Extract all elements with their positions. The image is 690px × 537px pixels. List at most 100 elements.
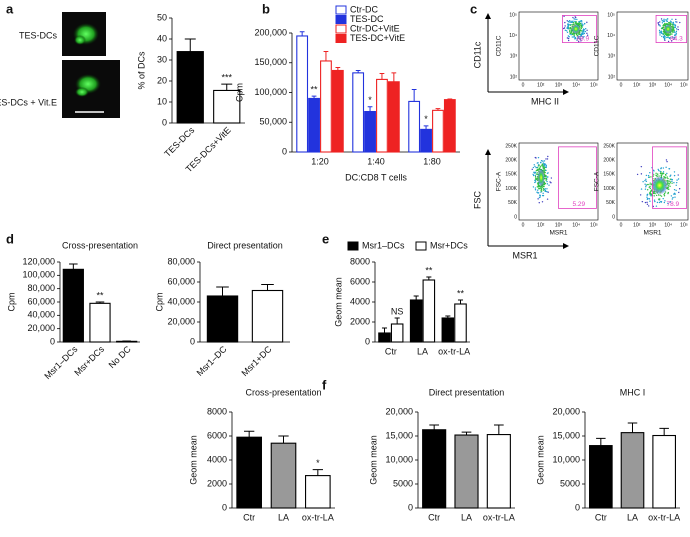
y-tick-label: 4000: [350, 296, 370, 306]
event-dot: [664, 36, 666, 38]
event-dot: [672, 24, 674, 26]
event-dot: [579, 20, 582, 22]
y-tick-label: 5000: [560, 478, 580, 488]
event-dot: [534, 177, 537, 179]
bar: [376, 78, 388, 153]
flow-ytick: 100K: [505, 186, 517, 192]
y-tick-label: 120,000: [22, 256, 55, 266]
event-dot: [657, 198, 660, 200]
event-dot: [537, 198, 539, 200]
bar: [352, 72, 365, 153]
event-dot: [657, 22, 659, 24]
event-dot: [662, 171, 665, 173]
error-bar: [457, 299, 464, 304]
event-dot: [676, 179, 678, 181]
error-bar: [429, 424, 440, 430]
chart-title: Direct presentation: [207, 240, 283, 250]
event-dot: [541, 186, 543, 189]
event-dot: [659, 31, 661, 33]
event-dot: [577, 36, 580, 38]
event-dot: [543, 183, 546, 186]
event-dot: [544, 171, 546, 174]
bar: [270, 442, 297, 509]
bar: [486, 434, 511, 509]
event-dot: [660, 200, 662, 203]
event-dot: [576, 39, 578, 41]
y-tick-label: 40,000: [27, 310, 55, 320]
event-dot: [663, 193, 665, 196]
event-dot: [546, 198, 549, 200]
x-tick-label: LA: [417, 346, 428, 356]
event-dot: [673, 171, 676, 173]
event-dot: [534, 179, 536, 182]
event-dot: [649, 171, 651, 174]
x-tick-label: Ctr: [428, 512, 440, 522]
event-dot: [668, 184, 670, 186]
event-dot: [664, 33, 666, 35]
y-tick-label: 40: [157, 33, 167, 43]
event-dot: [666, 36, 668, 39]
event-dot: [646, 197, 649, 200]
event-dot: [675, 189, 677, 192]
event-dot: [655, 174, 657, 177]
event-dot: [663, 175, 665, 178]
error-bar: [244, 430, 255, 438]
event-dot: [649, 182, 651, 184]
density-core: [571, 24, 581, 34]
legend-label: Ctr-DC+VitE: [350, 23, 400, 33]
y-tick-label: 50: [157, 12, 167, 22]
event-dot: [658, 201, 661, 204]
chart-title: Cross-presentation: [62, 240, 138, 250]
event-dot: [649, 187, 652, 190]
error-bar: [355, 69, 361, 73]
x-tick-label: 1:80: [423, 156, 441, 166]
event-dot: [649, 191, 652, 193]
legend-label: Msr1–DCs: [362, 240, 405, 250]
y-axis-label: Cpm: [6, 292, 16, 311]
flow-ytick: 0: [514, 214, 517, 220]
event-dot: [673, 188, 676, 191]
event-dot: [580, 27, 583, 30]
significance: **: [311, 84, 319, 94]
event-dot: [672, 196, 674, 199]
y-tick-label: 0: [162, 117, 167, 127]
error-bar: [323, 50, 329, 61]
event-dot: [646, 183, 648, 186]
y-tick-label: 2000: [207, 478, 227, 488]
event-dot: [583, 29, 586, 31]
flow-ytick: 200K: [505, 158, 517, 164]
x-tick-label: Ctr: [385, 346, 397, 356]
event-dot: [541, 163, 544, 165]
chart-title: Cross-presentation: [245, 387, 321, 397]
legend-label: Msr+DCs: [430, 240, 468, 250]
event-dot: [532, 166, 535, 169]
event-dot: [676, 21, 678, 23]
event-dot: [648, 183, 650, 186]
flow-xlabel: MSR1: [549, 230, 567, 237]
y-axis-label: Geom mean: [333, 277, 343, 327]
flow-ylabel: CD11C: [594, 35, 601, 56]
flow-plot: [616, 11, 689, 81]
flow-xtick: 0: [522, 222, 525, 228]
bar: [652, 434, 676, 509]
bar: [364, 110, 376, 153]
event-dot: [550, 177, 553, 179]
event-dot: [665, 166, 667, 168]
event-dot: [650, 195, 652, 197]
event-dot: [667, 180, 670, 182]
error-bar: [335, 67, 341, 71]
event-dot: [532, 173, 534, 176]
event-dot: [677, 178, 680, 180]
flow-xtick: 10⁴: [572, 222, 580, 228]
event-dot: [539, 187, 541, 189]
event-dot: [672, 28, 675, 31]
x-tick-label: Ctr: [595, 512, 607, 522]
legend-swatch: [347, 241, 359, 251]
y-tick-label: 8000: [350, 256, 370, 266]
event-dot: [537, 192, 539, 194]
significance: NS: [391, 306, 404, 316]
event-dot: [675, 30, 678, 33]
legend-label: Ctr-DC: [350, 4, 378, 14]
gate-percent: 84.3: [670, 35, 683, 42]
y-axis-label: Cpm: [234, 83, 244, 102]
